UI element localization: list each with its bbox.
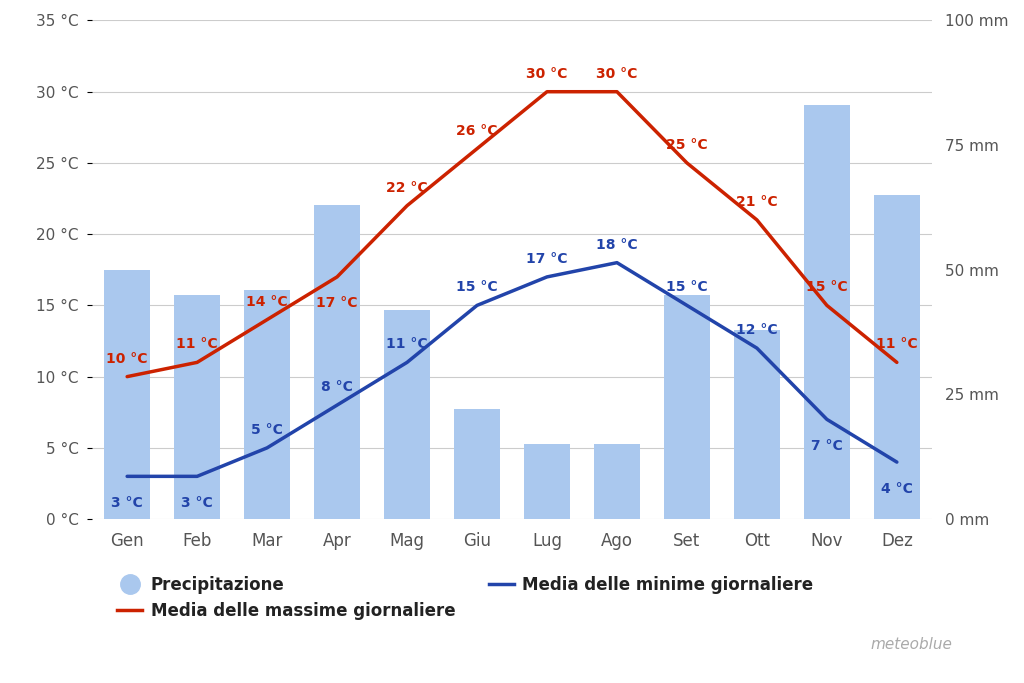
Bar xyxy=(314,205,359,519)
Text: 22 °C: 22 °C xyxy=(386,180,428,195)
Text: 21 °C: 21 °C xyxy=(736,195,777,209)
Text: 17 °C: 17 °C xyxy=(526,252,567,266)
Bar xyxy=(384,309,430,519)
Bar xyxy=(455,409,500,519)
Legend: Precipitazione, Media delle massime giornaliere, Media delle minime giornaliere: Precipitazione, Media delle massime gior… xyxy=(118,576,813,620)
Text: 11 °C: 11 °C xyxy=(386,337,428,351)
Text: meteoblue: meteoblue xyxy=(870,637,952,652)
Text: 15 °C: 15 °C xyxy=(806,280,848,294)
Text: 3 °C: 3 °C xyxy=(112,496,143,510)
Bar xyxy=(174,295,220,519)
Text: 7 °C: 7 °C xyxy=(811,438,843,453)
Text: 26 °C: 26 °C xyxy=(457,124,498,137)
Text: 5 °C: 5 °C xyxy=(251,423,283,436)
Text: 25 °C: 25 °C xyxy=(667,138,708,152)
Bar xyxy=(594,445,640,519)
Text: 30 °C: 30 °C xyxy=(526,67,567,81)
Text: 8 °C: 8 °C xyxy=(322,380,353,394)
Text: 11 °C: 11 °C xyxy=(877,337,918,351)
Bar xyxy=(734,330,779,519)
Text: 14 °C: 14 °C xyxy=(247,294,288,309)
Bar xyxy=(874,195,920,519)
Bar xyxy=(104,270,150,519)
Text: 15 °C: 15 °C xyxy=(667,280,708,294)
Text: 18 °C: 18 °C xyxy=(596,238,638,251)
Text: 4 °C: 4 °C xyxy=(881,482,912,496)
Bar xyxy=(665,295,710,519)
Text: 3 °C: 3 °C xyxy=(181,496,213,510)
Text: 17 °C: 17 °C xyxy=(316,296,357,310)
Text: 15 °C: 15 °C xyxy=(457,280,498,294)
Text: 12 °C: 12 °C xyxy=(736,323,777,337)
Text: 30 °C: 30 °C xyxy=(596,67,638,81)
Bar xyxy=(804,105,850,519)
Text: 10 °C: 10 °C xyxy=(106,352,147,365)
Bar xyxy=(524,445,569,519)
Bar xyxy=(245,290,290,519)
Text: 11 °C: 11 °C xyxy=(176,337,218,351)
